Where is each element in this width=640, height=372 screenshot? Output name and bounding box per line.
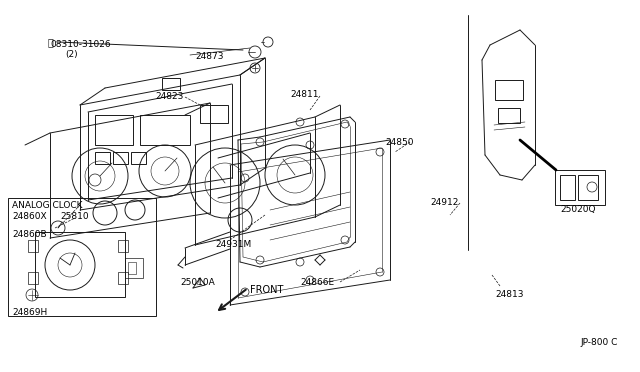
Text: 24912: 24912 bbox=[430, 198, 458, 207]
Bar bbox=[560, 175, 575, 200]
Text: 08310-31026: 08310-31026 bbox=[50, 40, 111, 49]
Bar bbox=[125, 258, 143, 278]
Bar bbox=[8, 198, 156, 316]
Text: 24813: 24813 bbox=[495, 290, 524, 299]
Text: 25010A: 25010A bbox=[180, 278, 215, 287]
Text: FRONT: FRONT bbox=[250, 285, 284, 295]
Bar bbox=[95, 115, 133, 145]
Bar bbox=[28, 240, 38, 252]
Text: 24866E: 24866E bbox=[300, 278, 334, 287]
Bar bbox=[128, 262, 136, 274]
Bar bbox=[28, 272, 38, 284]
Bar bbox=[162, 78, 180, 90]
Text: 24860X: 24860X bbox=[12, 212, 47, 221]
Bar bbox=[118, 272, 128, 284]
Bar bbox=[495, 80, 523, 100]
Bar bbox=[131, 152, 146, 164]
Bar bbox=[95, 152, 110, 164]
Text: 24850: 24850 bbox=[385, 138, 413, 147]
Bar bbox=[555, 170, 605, 205]
Text: 24931M: 24931M bbox=[215, 240, 252, 249]
Text: 25020Q: 25020Q bbox=[560, 205, 595, 214]
Bar bbox=[200, 105, 228, 123]
Bar bbox=[140, 115, 190, 145]
Text: 24823: 24823 bbox=[155, 92, 184, 101]
Bar bbox=[35, 232, 125, 297]
Bar bbox=[118, 240, 128, 252]
Bar bbox=[578, 175, 598, 200]
Text: ANALOG CLOCK: ANALOG CLOCK bbox=[12, 201, 83, 210]
Bar bbox=[498, 108, 520, 123]
Bar bbox=[113, 152, 128, 164]
Text: 24811: 24811 bbox=[290, 90, 319, 99]
Text: (2): (2) bbox=[65, 50, 77, 59]
Text: 24860B: 24860B bbox=[12, 230, 47, 239]
Text: 25810: 25810 bbox=[60, 212, 88, 221]
Text: JP-800 C: JP-800 C bbox=[580, 338, 618, 347]
Text: Ⓢ: Ⓢ bbox=[47, 37, 53, 47]
Text: 24873: 24873 bbox=[195, 52, 223, 61]
Text: 24869H: 24869H bbox=[12, 308, 47, 317]
